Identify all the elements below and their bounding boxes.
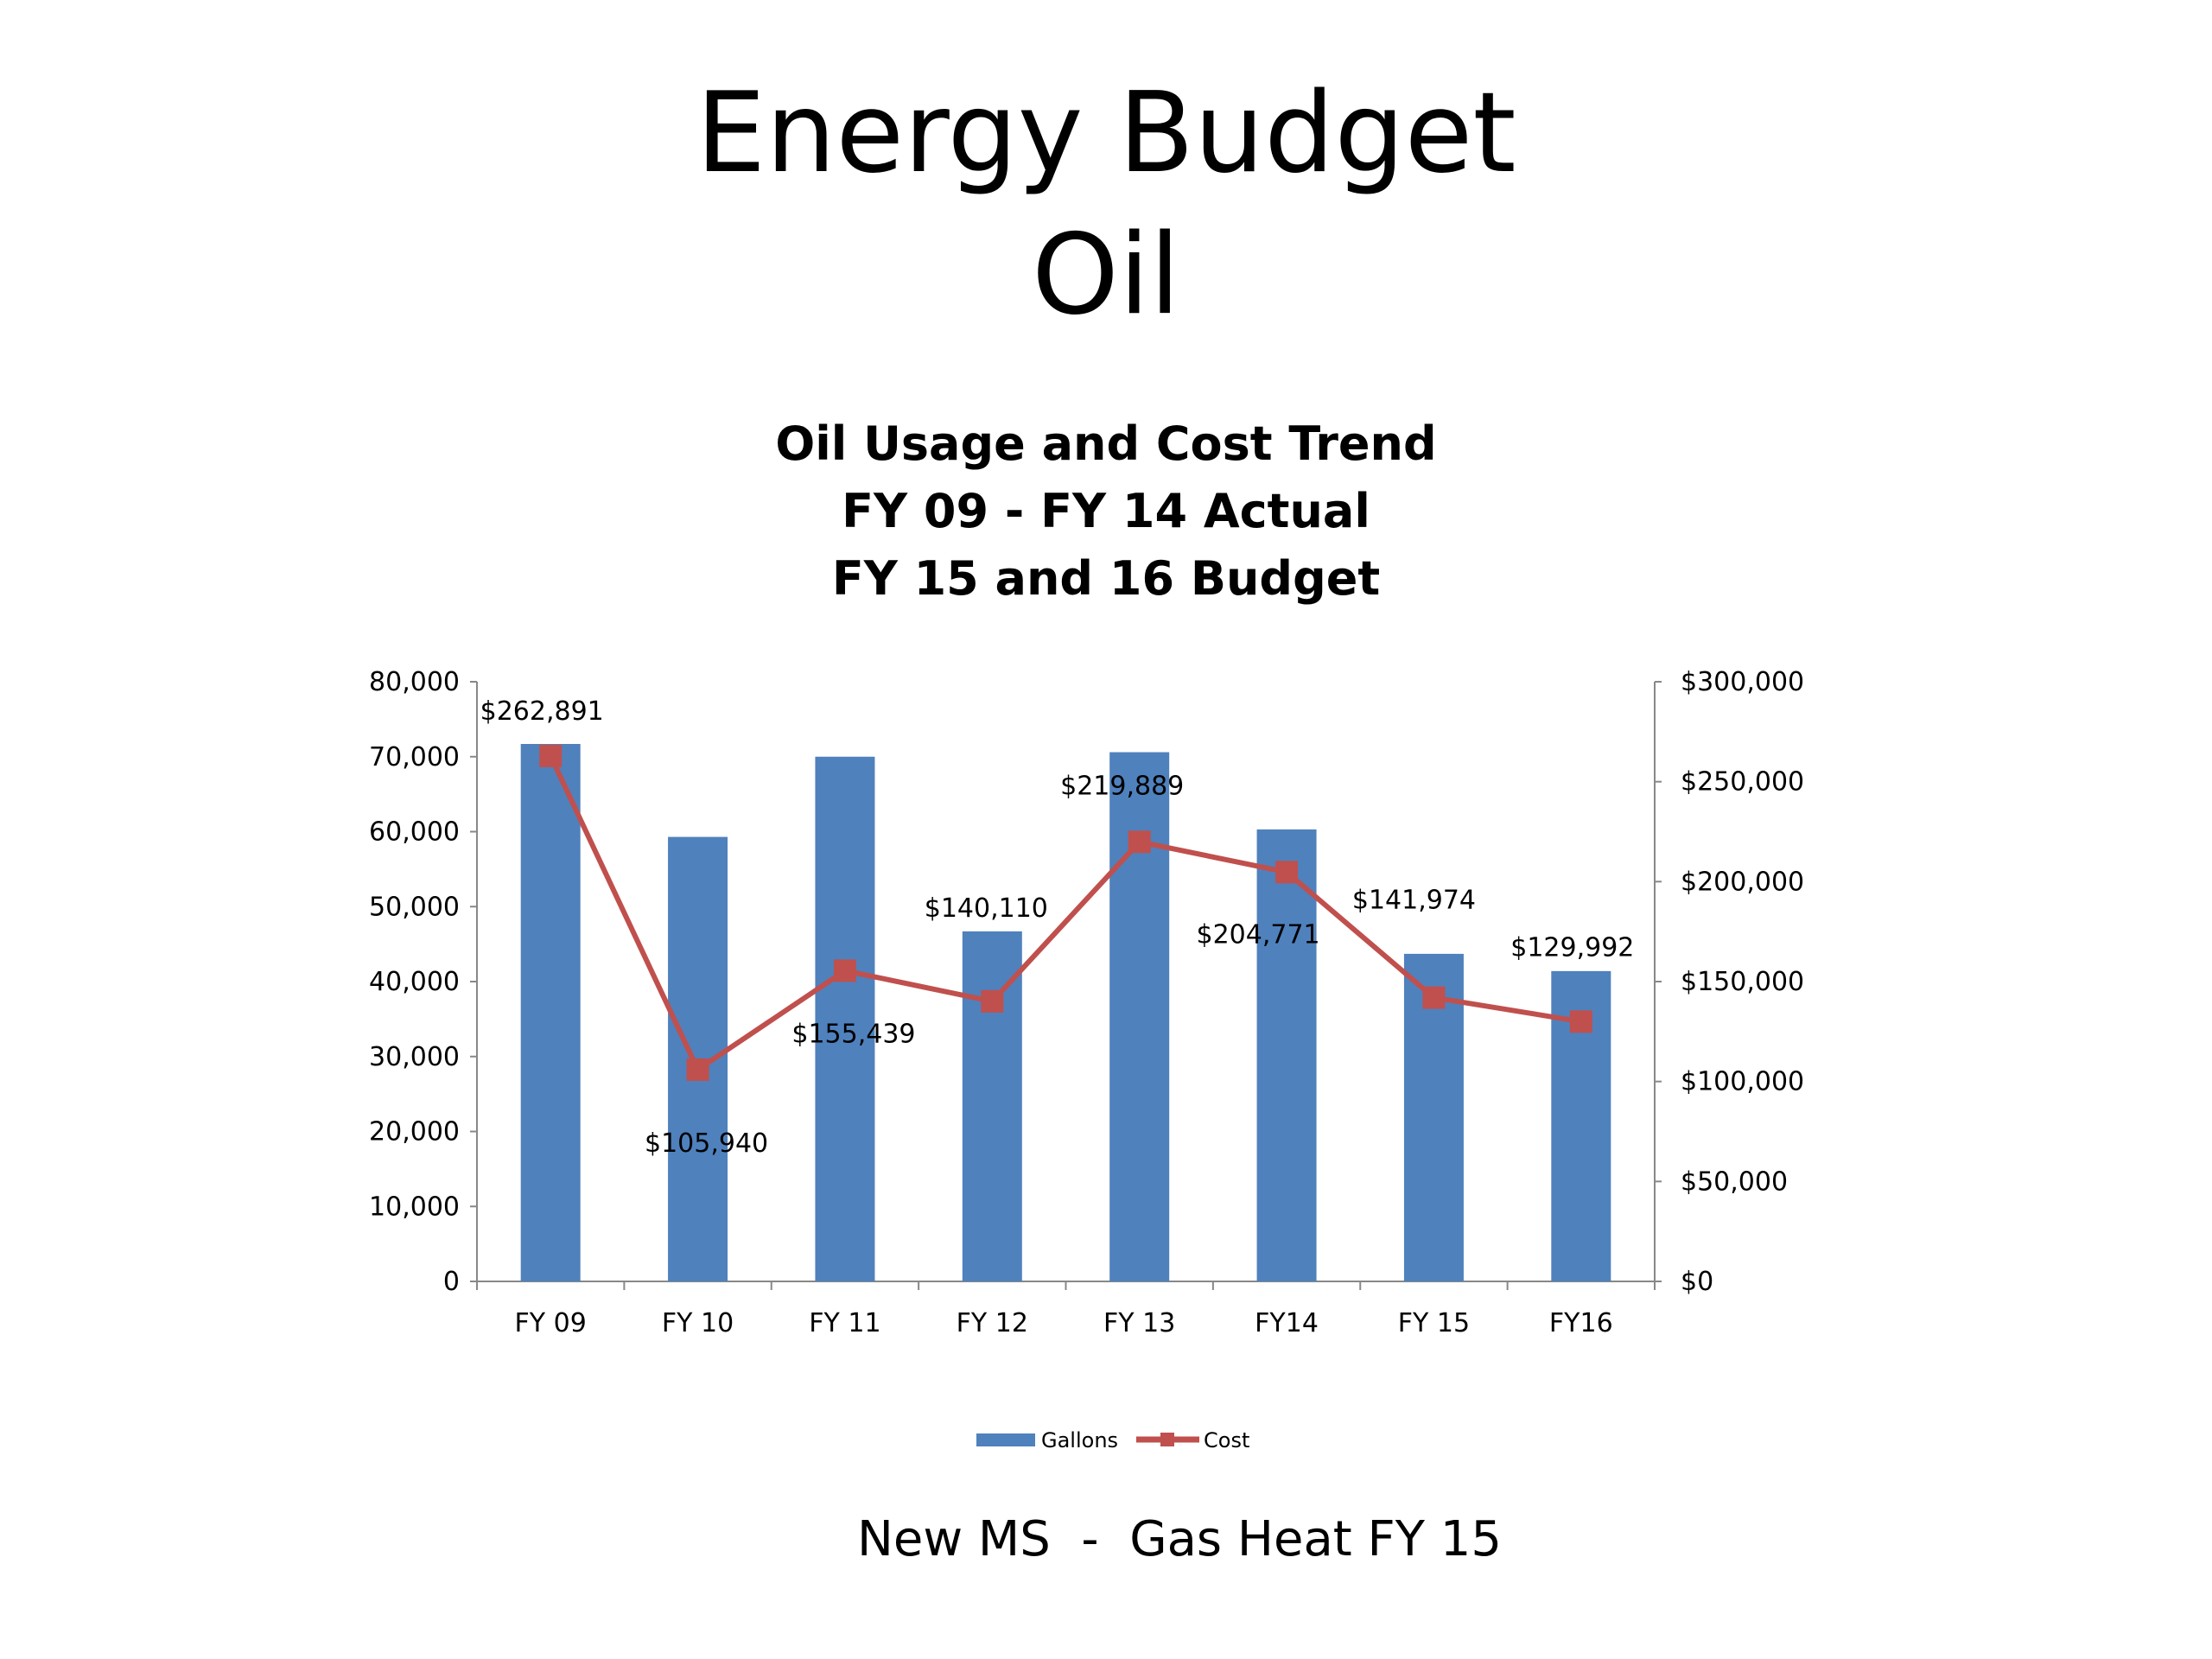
- chart-title-line2: FY 09 - FY 14 Actual: [842, 484, 1370, 538]
- x-tick-label: FY 13: [1103, 1308, 1175, 1338]
- data-label-cost-1: $105,940: [645, 1128, 768, 1159]
- y-left-tick-label: 70,000: [369, 742, 460, 772]
- legend-marker-cost: [1160, 1433, 1174, 1446]
- chart-title-line1: Oil Usage and Cost Trend: [775, 416, 1436, 471]
- marker-cost-2: [833, 959, 856, 982]
- marker-cost-0: [539, 744, 563, 767]
- plot-area: 0 10,000 20,000 30,000 40,000 50,000 60,000 70,…: [369, 667, 1804, 1338]
- y-right-tick-label: $250,000: [1681, 767, 1804, 798]
- marker-cost-3: [981, 989, 1004, 1013]
- data-label-cost-3: $140,110: [925, 893, 1048, 924]
- y-left-tick-label: 20,000: [369, 1117, 460, 1147]
- data-label-cost-2: $155,439: [791, 1019, 915, 1049]
- slide-title-line1: Energy Budget: [696, 69, 1516, 198]
- y-right-tick-label: $0: [1681, 1267, 1713, 1297]
- data-label-cost-7: $129,992: [1510, 932, 1634, 963]
- marker-cost-7: [1569, 1010, 1592, 1033]
- data-label-cost-4: $219,889: [1060, 771, 1184, 801]
- line-cost: [548, 754, 1582, 1072]
- y-right-tick-label: $300,000: [1681, 667, 1804, 697]
- x-tick-label: FY14: [1255, 1308, 1319, 1338]
- data-label-cost-6: $141,974: [1352, 886, 1476, 916]
- x-tick-label: FY 12: [957, 1308, 1028, 1338]
- y-left-tick-label: 0: [443, 1267, 460, 1297]
- y-right-tick-label: $150,000: [1681, 967, 1804, 997]
- legend: Gallons Cost: [976, 1428, 1249, 1452]
- x-tick-label: FY 11: [809, 1308, 880, 1338]
- y-right-tick-label: $100,000: [1681, 1067, 1804, 1097]
- data-label-cost-0: $262,891: [480, 696, 604, 727]
- y-left-tick-label: 50,000: [369, 892, 460, 922]
- y-left-tick-label: 60,000: [369, 817, 460, 848]
- chart-title-line3: FY 15 and 16 Budget: [832, 551, 1380, 606]
- marker-cost-5: [1275, 861, 1299, 884]
- y-left-tick-label: 10,000: [369, 1192, 460, 1222]
- marker-cost-6: [1422, 986, 1446, 1009]
- x-tick-label: FY 09: [515, 1308, 587, 1338]
- x-tick-label: FY 15: [1398, 1308, 1470, 1338]
- x-tick-label: FY16: [1549, 1308, 1613, 1338]
- x-tick-label: FY 10: [662, 1308, 734, 1338]
- y-right-tick-label: $200,000: [1681, 867, 1804, 897]
- y-left-tick-label: 80,000: [369, 667, 460, 697]
- marker-cost-4: [1128, 830, 1151, 854]
- bar-gallons-3: [962, 931, 1022, 1281]
- legend-label-gallons: Gallons: [1041, 1428, 1118, 1452]
- marker-cost-1: [686, 1058, 709, 1081]
- y-right-tick-label: $50,000: [1681, 1166, 1788, 1197]
- bar-gallons-2: [815, 756, 875, 1281]
- legend-label-cost: Cost: [1204, 1428, 1249, 1452]
- bar-gallons-5: [1256, 829, 1317, 1281]
- y-left-tick-label: 40,000: [369, 967, 460, 997]
- legend-swatch-gallons: [976, 1433, 1035, 1446]
- y-left-tick-label: 30,000: [369, 1042, 460, 1072]
- slide-title-line2: Oil: [1032, 211, 1180, 340]
- bar-gallons-0: [520, 744, 581, 1281]
- data-label-cost-5: $204,771: [1196, 919, 1319, 950]
- slide-footer: New MS - Gas Heat FY 15: [857, 1511, 1502, 1567]
